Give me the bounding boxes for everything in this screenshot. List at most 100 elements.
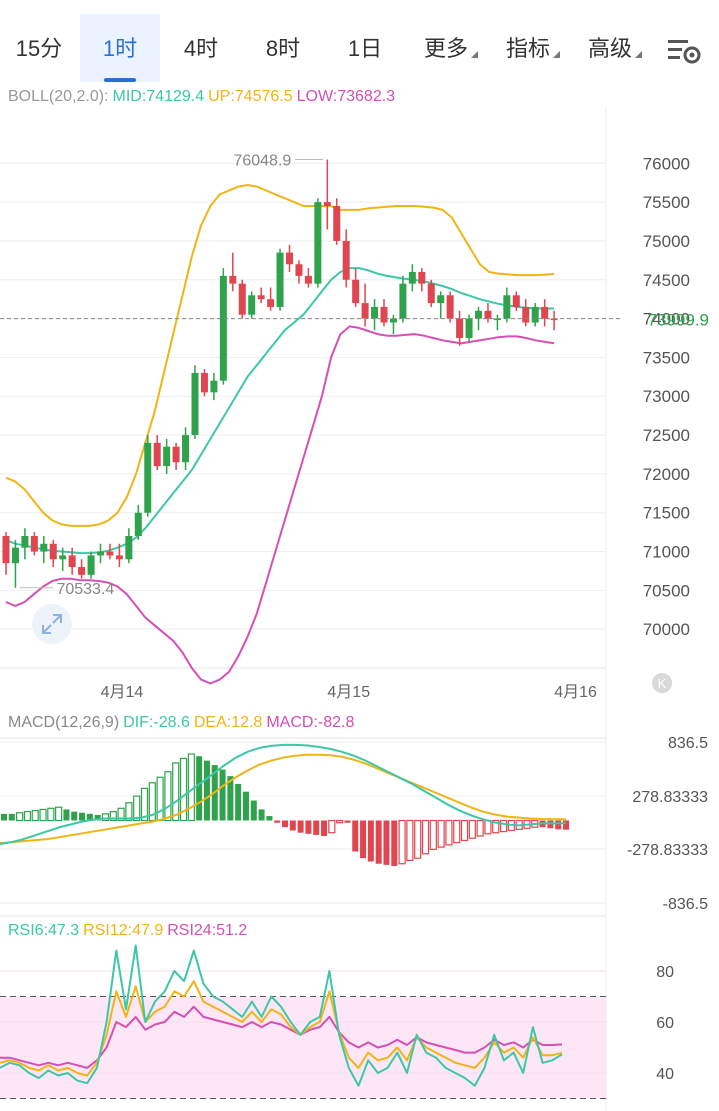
price-y-tick: 76000 (643, 154, 690, 173)
candle-body (531, 306, 539, 323)
candle-body (59, 555, 67, 560)
price-y-tick: 74500 (643, 271, 690, 290)
candle-body (172, 446, 180, 463)
macd-histogram-bar (23, 811, 32, 822)
candle-body (304, 275, 312, 284)
macd-histogram-bar (71, 811, 78, 821)
candle-body (361, 303, 369, 319)
macd-histogram-bar (476, 819, 484, 837)
tab-1d[interactable]: 1日 (347, 36, 383, 61)
candle-body (314, 202, 322, 284)
rsi-y-tick: 80 (656, 964, 674, 981)
tab-1h[interactable]: 1时 (80, 14, 160, 82)
candle-body (267, 299, 275, 307)
boll-legend: BOLL(20,2.0): MID:74129.4 UP:74576.5 LOW:73… (8, 88, 399, 106)
candle-body (437, 295, 445, 304)
macd-histogram-bar (367, 820, 374, 862)
price-y-tick: 75000 (643, 232, 690, 251)
rsi12-label: RSI12:47.9 (83, 922, 164, 939)
candle-body (503, 295, 511, 319)
macd-dif-label: DIF:-28.6 (123, 714, 190, 731)
macd-histogram-bar (391, 820, 398, 866)
macd-histogram-bar (1, 813, 7, 821)
macd-histogram-bar (563, 820, 569, 830)
current-price-label: 73999.9 (648, 311, 709, 330)
macd-histogram-bar (274, 820, 281, 823)
tab-8h[interactable]: 8时 (265, 36, 301, 61)
macd-histogram-bar (94, 814, 101, 821)
macd-histogram-bar (421, 819, 430, 855)
price-y-tick: 71000 (643, 543, 690, 562)
macd-histogram-bar (235, 783, 242, 821)
macd-histogram-bar (156, 776, 164, 822)
price-y-tick: 75500 (643, 193, 690, 212)
macd-histogram-bar (313, 820, 320, 835)
macd-y-tick: -278.83333 (627, 842, 708, 859)
macd-histogram-bar (47, 807, 55, 822)
candle-body (333, 206, 341, 241)
boll-mid-label: MID:74129.4 (112, 88, 205, 105)
boll-mid-line (5, 267, 555, 555)
candle-body (475, 310, 482, 319)
price-y-tick: 73500 (643, 348, 690, 367)
candle-body (2, 536, 10, 564)
boll-lower-line (5, 325, 555, 685)
macd-histogram-bar (437, 819, 445, 848)
chart-canvas[interactable]: 76000 75500 75000 74500 74000 73500 73000 72500… (0, 84, 719, 1111)
macd-histogram-bar (133, 795, 141, 822)
rsi-y-tick: 60 (656, 1015, 674, 1032)
boll-low-label: LOW:73682.3 (296, 88, 396, 105)
macd-histogram-bar (360, 820, 367, 859)
tab-indicators[interactable]: 指标 (496, 14, 570, 82)
price-y-tick: 72000 (643, 465, 690, 484)
k-logo-letter: K (658, 676, 667, 691)
candle-body (352, 279, 360, 304)
macd-histogram-bar (336, 819, 344, 824)
candle-body (182, 435, 190, 463)
macd-histogram-bar (460, 819, 469, 842)
macd-histogram-bar (555, 820, 562, 830)
candle-body (87, 555, 95, 575)
candle-body (257, 295, 265, 300)
boll-up-label: UP:74576.5 (208, 88, 293, 105)
macd-histogram-bar (492, 819, 500, 834)
expand-arrows-icon[interactable] (32, 604, 72, 644)
date-label: 4月15 (327, 684, 370, 701)
price-y-tick: 71500 (643, 504, 690, 523)
macd-histogram-bar (242, 791, 249, 821)
k-logo-icon (652, 673, 672, 693)
candle-body (493, 318, 501, 321)
chart-settings-icon[interactable] (668, 36, 702, 66)
candle-body (30, 536, 38, 552)
tab-15m[interactable]: 15分 (15, 36, 63, 61)
candle-body (153, 442, 161, 467)
macd-histogram-bar (203, 760, 210, 821)
macd-histogram-bar (468, 819, 476, 839)
rsi-legend: RSI6:47.3 RSI12:47.9 RSI24:51.2 (8, 922, 251, 940)
macd-histogram-bar (429, 819, 437, 850)
candle-body (191, 372, 199, 436)
macd-histogram-bar (321, 820, 328, 837)
candle-body (78, 567, 86, 575)
boll-upper-line (5, 184, 555, 527)
candle-body (286, 252, 293, 265)
macd-histogram-bar (140, 787, 149, 822)
tab-advanced[interactable]: 高级 (578, 14, 652, 82)
macd-histogram-bar (414, 819, 422, 859)
candle-body (200, 372, 208, 393)
macd-y-tick: 278.83333 (632, 789, 708, 806)
macd-histogram-bar (86, 813, 93, 821)
price-y-tick: 70000 (643, 620, 690, 639)
macd-y-tick: 836.5 (668, 735, 708, 752)
dropdown-triangle-icon (471, 51, 478, 58)
tab-more[interactable]: 更多 (414, 14, 488, 82)
macd-histogram-bar (328, 819, 336, 834)
macd-histogram-bar (179, 757, 188, 822)
macd-histogram-bar (196, 756, 203, 821)
candle-body (248, 295, 256, 315)
dropdown-triangle-icon (553, 51, 560, 58)
tab-4h[interactable]: 4时 (183, 36, 219, 61)
macd-histogram-bar (31, 809, 39, 822)
macd-histogram-bar (79, 812, 86, 821)
candle-body (484, 310, 492, 319)
